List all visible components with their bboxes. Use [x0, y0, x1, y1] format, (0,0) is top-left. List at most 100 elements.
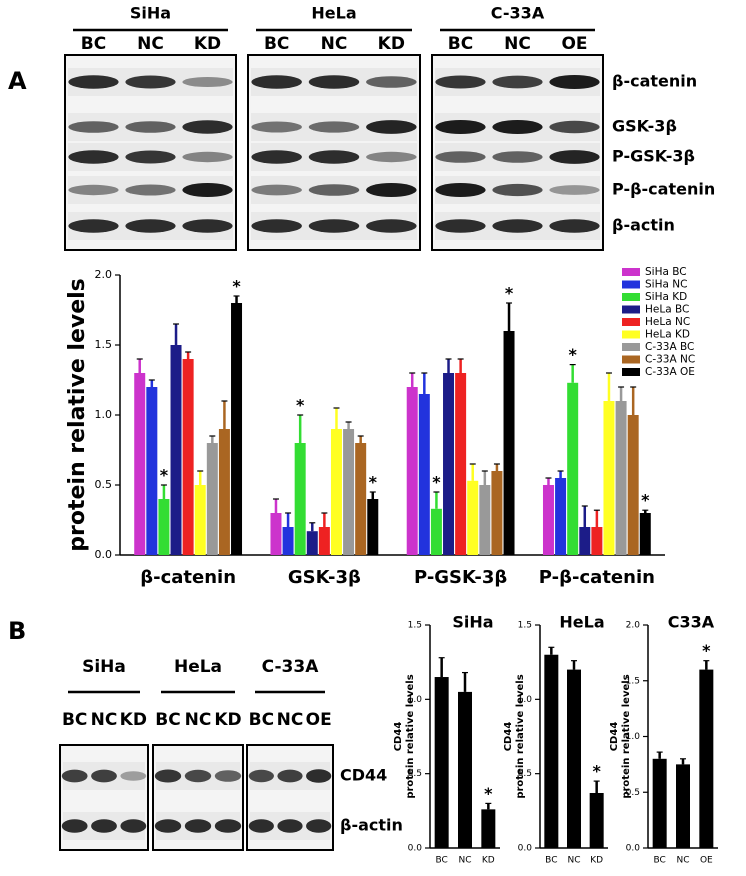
bar: [206, 443, 218, 555]
bar: [555, 478, 567, 555]
x-tick-label: OE: [700, 856, 713, 866]
band: [308, 121, 360, 133]
y-tick-label: 0.0: [518, 844, 533, 854]
legend-label: SiHa NC: [645, 279, 687, 291]
band: [125, 184, 176, 196]
legend-swatch: [622, 330, 640, 339]
lane-label: BC: [249, 710, 274, 730]
legend-swatch: [622, 355, 640, 364]
band: [125, 219, 176, 233]
blot-group-label: HeLa: [174, 657, 222, 677]
significance-mark: *: [641, 491, 650, 510]
y-tick-label: 0.0: [626, 844, 641, 854]
blot-group-label: C-33A: [262, 657, 320, 677]
bar: [627, 415, 639, 555]
band: [549, 120, 600, 134]
bar: [615, 401, 627, 555]
bar: [434, 677, 449, 848]
bar: [306, 531, 318, 555]
band: [549, 185, 600, 195]
band: [366, 76, 417, 88]
legend-swatch: [622, 318, 640, 326]
blot-group-label: SiHa: [130, 4, 171, 23]
bar: [579, 527, 591, 555]
band: [251, 219, 302, 233]
lane-label: BC: [448, 34, 473, 54]
lane-label: BC: [264, 34, 289, 54]
band: [182, 76, 233, 88]
y-tick-label: 0.5: [408, 769, 422, 779]
band: [435, 219, 486, 233]
lane-label: NC: [185, 710, 212, 730]
bar: [330, 429, 342, 555]
band: [68, 184, 119, 196]
blot-row-label: β-catenin: [612, 72, 697, 91]
legend-label: C-33A NC: [645, 354, 695, 366]
bar: [567, 669, 581, 848]
band: [277, 819, 303, 833]
band: [492, 219, 543, 233]
bar: [231, 303, 243, 555]
band: [184, 769, 212, 783]
y-tick-label: 1.5: [408, 621, 422, 631]
band: [435, 75, 486, 89]
x-tick-label: NC: [676, 856, 689, 866]
x-tick-label: NC: [567, 856, 580, 866]
bar: [182, 359, 194, 555]
panel-label: B: [8, 617, 26, 645]
band: [251, 121, 302, 133]
lane-label: OE: [561, 34, 587, 54]
blot-row-label: CD44: [340, 766, 387, 785]
band: [182, 151, 233, 163]
lane-label: KD: [214, 710, 241, 730]
bar: [430, 508, 442, 555]
lane-label: KD: [120, 710, 147, 730]
significance-mark: *: [369, 473, 378, 492]
bar: [542, 485, 554, 555]
band: [251, 184, 302, 196]
y-tick-label: 1.0: [518, 695, 533, 705]
bar: [194, 485, 206, 555]
bar: [418, 394, 430, 555]
bar: [170, 345, 182, 555]
bar: [443, 373, 455, 555]
bar: [355, 443, 367, 555]
significance-mark: *: [160, 466, 169, 485]
band: [91, 819, 117, 833]
bar: [479, 485, 491, 555]
band: [125, 75, 176, 89]
lane-label: NC: [277, 710, 304, 730]
band: [308, 184, 360, 196]
legend-label: HeLa NC: [645, 316, 690, 328]
y-tick-label: 0.5: [95, 478, 113, 491]
band: [154, 819, 182, 833]
lane-label: NC: [504, 34, 531, 54]
band: [492, 183, 543, 197]
y-axis-label: protein relative levels: [621, 674, 632, 798]
y-axis-label: CD44: [503, 722, 514, 752]
bar: [134, 373, 146, 555]
bar: [406, 387, 418, 555]
band: [182, 219, 233, 233]
band: [68, 219, 119, 233]
x-tick-label: BC: [545, 856, 557, 866]
legend-swatch: [622, 293, 640, 301]
band: [214, 770, 242, 782]
y-tick-label: 1.5: [95, 338, 113, 351]
significance-mark: *: [702, 641, 711, 660]
band: [125, 150, 176, 164]
band: [366, 219, 417, 233]
band: [492, 75, 543, 89]
band: [306, 769, 332, 783]
band: [120, 819, 147, 833]
bar: [343, 429, 355, 555]
y-tick-label: 1.5: [518, 621, 532, 631]
y-axis-label: protein relative levels: [515, 674, 526, 798]
lane-label: KD: [378, 34, 405, 54]
blot-group-label: C-33A: [491, 4, 545, 23]
bar: [294, 443, 306, 555]
y-tick-label: 0.0: [95, 548, 113, 561]
chart-title: HeLa: [559, 613, 604, 632]
bar: [567, 382, 579, 555]
